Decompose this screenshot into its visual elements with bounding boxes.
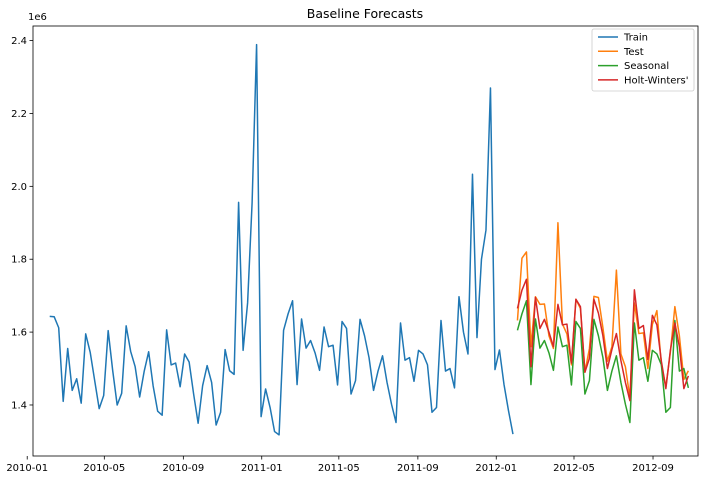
plot-area: 2010-01 2010-05 2010-09 2011-01 2011-05 2011-… [6,25,699,474]
series-layer [49,43,690,436]
legend-label: Train [623,33,648,44]
y-tick-label: 2.4 [11,36,27,47]
x-tick-label: 2011-01 [241,463,283,474]
y-tick-label: 1.6 [11,328,27,339]
x-tick-label: 2012-09 [632,463,674,474]
x-axis: 2010-01 2010-05 2010-09 2011-01 2011-05 2011-… [6,456,674,474]
plot-frame [32,25,699,457]
series-line-seasonal [516,300,690,424]
legend: Train Test Seasonal Holt-Winters' [591,28,695,92]
x-tick-label: 2011-05 [318,463,360,474]
y-tick-label: 1.4 [11,400,27,411]
x-tick-label: 2011-09 [397,463,439,474]
y-tick-label: 2.2 [11,109,27,120]
x-tick-label: 2012-01 [475,463,517,474]
series-line-holt-winters [516,278,690,402]
legend-label: Test [623,47,644,58]
legend-box [591,28,695,92]
x-tick-label: 2010-09 [162,463,204,474]
x-tick-label: 2010-05 [83,463,125,474]
chart-title: Baseline Forecasts [307,6,423,21]
x-tick-label: 2010-01 [6,463,48,474]
legend-label: Holt-Winters' [624,75,688,86]
x-tick-label: 2012-05 [553,463,595,474]
y-tick-label: 1.8 [11,255,27,266]
legend-label: Seasonal [624,61,669,72]
y-axis: 1.4 1.6 1.8 2.0 2.2 2.4 [11,36,33,411]
y-scale-label: 1e6 [28,12,47,23]
y-tick-label: 2.0 [11,182,27,193]
series-line-train [49,43,514,436]
